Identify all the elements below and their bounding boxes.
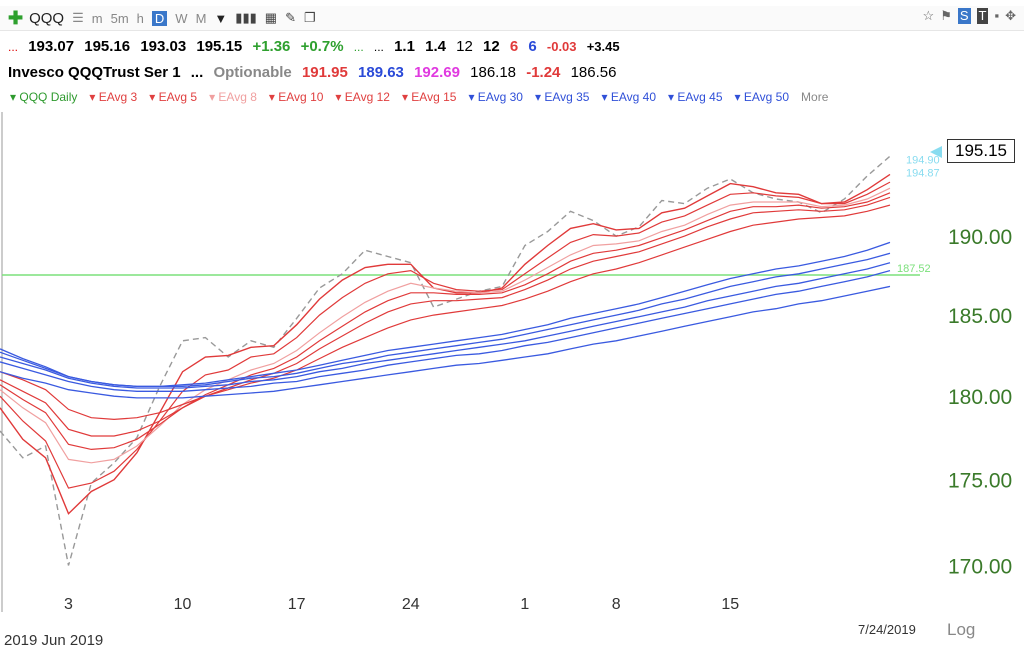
ma-legend-item[interactable]: ▾ EAvg 3 <box>89 90 138 104</box>
series-line <box>0 192 891 451</box>
ma-legend-item[interactable]: ▾ EAvg 5 <box>149 90 198 104</box>
y-tick-label: 190.00 <box>948 226 1012 249</box>
change-pct: +0.7% <box>300 38 344 55</box>
info-v2: 189.63 <box>358 64 404 81</box>
stat-f: 6 <box>528 38 537 55</box>
series-line <box>0 204 891 421</box>
price-pointer-icon <box>930 146 942 158</box>
interval-5m[interactable]: 5m <box>110 10 129 26</box>
series-line <box>0 187 891 464</box>
dots-black-icon: ... <box>373 40 384 54</box>
t-button-icon[interactable]: T <box>976 8 989 24</box>
ma-legend-item[interactable]: ▾ EAvg 40 <box>601 90 656 104</box>
chart-toolbar: ✚ QQQ ☰ m 5m h D W M ▼ ▮▮▮ ▦ ✎ ❐ ☆ ⚑ S T… <box>0 6 1024 31</box>
dots-icon: ... <box>8 40 19 54</box>
info-v5: -1.24 <box>526 64 561 81</box>
ma-legend-item[interactable]: ▾ EAvg 12 <box>335 90 390 104</box>
interval-h[interactable]: h <box>136 10 144 26</box>
x-tick-label: 17 <box>288 596 306 612</box>
bottom-date-label: 7/24/2019 <box>858 622 916 637</box>
low-value: 193.03 <box>140 38 187 55</box>
ma-legend-item[interactable]: ▾ EAvg 35 <box>534 90 590 104</box>
interval-d[interactable]: D <box>151 10 168 26</box>
info-v3: 192.69 <box>414 64 460 81</box>
series-line <box>0 252 891 388</box>
pencil-icon[interactable]: ✎ <box>285 10 296 25</box>
x-tick-label: 24 <box>402 596 420 612</box>
ma-legend-item[interactable]: More <box>801 90 829 104</box>
ma-legend-item[interactable]: ▾ EAvg 15 <box>401 90 457 104</box>
log-scale-toggle[interactable]: Log <box>947 620 976 639</box>
s-button-icon[interactable]: S <box>957 8 971 24</box>
info-v1: 191.95 <box>301 64 348 81</box>
y-tick-label: 170.00 <box>948 556 1012 579</box>
info-v4: 186.18 <box>470 64 517 81</box>
series-line <box>0 155 891 566</box>
dots-info-icon: ... <box>190 64 204 81</box>
quote-row: ... 193.07 195.16 193.03 195.15 +1.36 +0… <box>8 38 626 55</box>
ma-legend-item[interactable]: ▾ QQQ Daily <box>10 90 78 104</box>
ma-legend-item[interactable]: ▾ EAvg 10 <box>268 90 324 104</box>
ma-legend-item[interactable]: ▾ EAvg 45 <box>668 90 723 104</box>
stat-a: 1.1 <box>394 38 415 55</box>
price-chart[interactable]: 170.00175.00180.00185.00190.0031017241Ju… <box>0 112 1024 612</box>
optionable-label: Optionable <box>213 64 292 81</box>
interval-w[interactable]: W <box>175 10 188 26</box>
series-line <box>0 269 891 392</box>
bottom-period-label: 2019 Jun 2019 <box>4 632 104 649</box>
list-icon[interactable]: ☰ <box>72 10 84 25</box>
x-tick-label: 10 <box>174 596 192 612</box>
ma-legend-item[interactable]: ▾ EAvg 30 <box>468 90 523 104</box>
right-value-label: 194.90 <box>906 155 940 167</box>
series-line <box>0 196 891 437</box>
dropdown-icon[interactable]: ▼ <box>214 10 228 26</box>
star-icon[interactable]: ☆ <box>922 8 935 23</box>
save-icon[interactable]: ▪ <box>994 8 1000 23</box>
interval-month[interactable]: M <box>195 10 207 26</box>
bar-chart-icon[interactable]: ▮▮▮ <box>235 10 257 25</box>
dots-green-icon: ... <box>353 40 364 54</box>
security-name: Invesco QQQTrust Ser 1 <box>8 64 181 81</box>
ma-legend-item[interactable]: ▾ EAvg 50 <box>734 90 790 104</box>
stat-e: 6 <box>509 38 519 55</box>
y-tick-label: 185.00 <box>948 305 1012 328</box>
x-tick-label: 8 <box>612 596 621 612</box>
open-value: 193.07 <box>28 38 75 55</box>
last-value: 195.15 <box>196 38 243 55</box>
flag-icon[interactable]: ⚑ <box>940 8 952 23</box>
note-icon[interactable]: ❐ <box>303 10 316 25</box>
move-icon[interactable]: ✥ <box>1005 8 1016 23</box>
info-v6: 186.56 <box>570 64 617 81</box>
ma-legend-row: ▾ QQQ Daily ▾ EAvg 3 ▾ EAvg 5 ▾ EAvg 8 ▾ EAv… <box>10 90 840 104</box>
last-price-box: 195.15 <box>947 139 1015 163</box>
ma-legend-item[interactable]: ▾ EAvg 8 <box>209 90 257 104</box>
grid-icon[interactable]: ▦ <box>264 10 278 25</box>
series-line <box>0 285 891 399</box>
change-value: +1.36 <box>252 38 291 55</box>
x-tick-label: 1 <box>520 596 529 612</box>
info-row: Invesco QQQTrust Ser 1 ... Optionable 19… <box>8 64 622 81</box>
series-line <box>0 173 891 515</box>
right-value-label: 194.87 <box>906 167 940 179</box>
symbol-label[interactable]: QQQ <box>29 9 65 27</box>
stat-b: 1.4 <box>425 38 446 55</box>
x-tick-label: 3 <box>64 596 73 612</box>
reference-line-label: 187.52 <box>897 263 931 275</box>
stat-c: 12 <box>456 38 473 55</box>
series-line <box>0 181 891 489</box>
stat-h: +3.45 <box>586 39 620 54</box>
y-tick-label: 175.00 <box>948 470 1012 493</box>
stat-d: 12 <box>483 38 500 55</box>
series-line <box>0 241 891 388</box>
y-tick-label: 180.00 <box>948 386 1012 409</box>
series-line <box>0 262 891 389</box>
x-tick-label: 15 <box>721 596 739 612</box>
high-value: 195.16 <box>84 38 131 55</box>
add-icon[interactable]: ✚ <box>8 7 24 28</box>
interval-m[interactable]: m <box>91 10 103 26</box>
stat-g: -0.03 <box>546 39 577 54</box>
